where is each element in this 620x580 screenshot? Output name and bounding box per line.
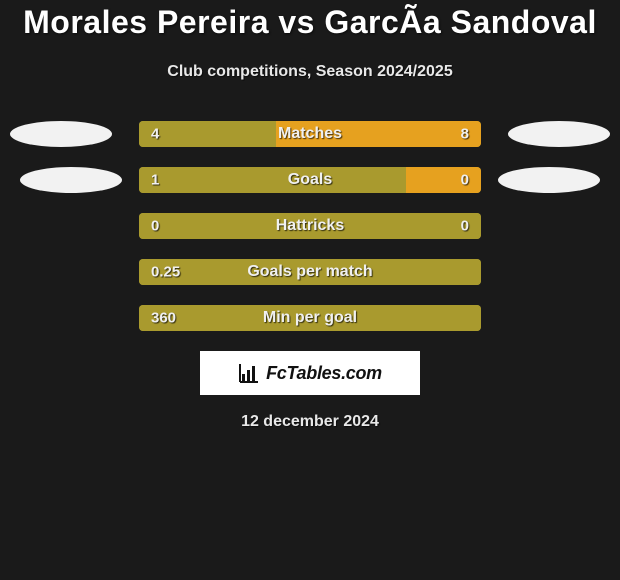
stat-bar-left [139,121,276,147]
stat-row: 10Goals [0,167,620,193]
stat-bar: 00Hattricks [139,213,481,239]
stat-bar: 48Matches [139,121,481,147]
stat-bar-right [276,121,481,147]
stat-rows: 48Matches10Goals00Hattricks0.25Goals per… [0,121,620,331]
brand-badge[interactable]: FcTables.com [200,351,420,395]
stat-row: 48Matches [0,121,620,147]
stat-bar-left [139,167,406,193]
stat-bar-left [139,305,481,331]
stat-value-left: 0 [151,218,159,235]
stat-bar-left [139,259,481,285]
player-avatar-right [498,167,600,193]
stat-value-left: 0.25 [151,264,180,281]
stat-value-right: 0 [461,172,469,189]
stat-bar-right [406,167,481,193]
page-title: Morales Pereira vs GarcÃ­a Sandoval [0,4,620,41]
stat-row: 00Hattricks [0,213,620,239]
stat-row: 360Min per goal [0,305,620,331]
stat-value-right: 8 [461,126,469,143]
player-avatar-left [20,167,122,193]
stat-value-right: 0 [461,218,469,235]
chart-icon [238,362,260,384]
stat-bar-left [139,213,481,239]
brand-text: FcTables.com [266,363,382,384]
stat-bar: 10Goals [139,167,481,193]
stat-value-left: 360 [151,310,176,327]
stat-bar: 360Min per goal [139,305,481,331]
stat-value-left: 1 [151,172,159,189]
stat-row: 0.25Goals per match [0,259,620,285]
stat-bar: 0.25Goals per match [139,259,481,285]
stat-value-left: 4 [151,126,159,143]
subtitle: Club competitions, Season 2024/2025 [0,63,620,81]
player-avatar-right [508,121,610,147]
date-label: 12 december 2024 [0,413,620,431]
player-avatar-left [10,121,112,147]
comparison-widget: Morales Pereira vs GarcÃ­a Sandoval Club… [0,0,620,580]
